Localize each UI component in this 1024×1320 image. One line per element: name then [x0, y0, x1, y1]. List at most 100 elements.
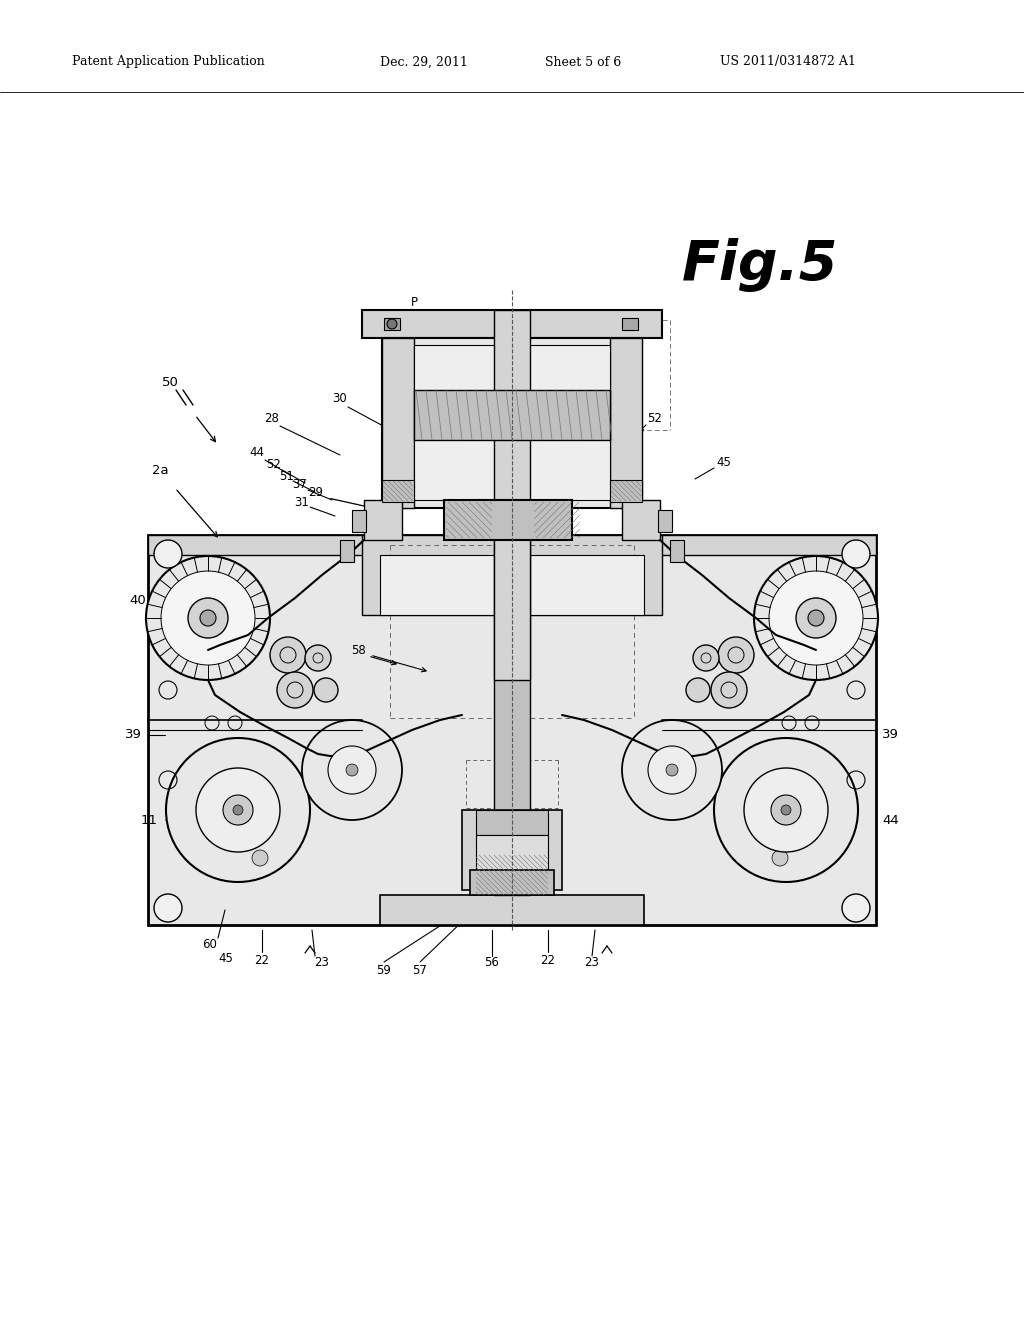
Bar — [148, 535, 876, 925]
Text: 58: 58 — [350, 644, 366, 656]
Circle shape — [146, 556, 270, 680]
Text: Fig.5: Fig.5 — [682, 238, 839, 292]
Bar — [476, 810, 548, 836]
Bar — [611, 480, 641, 502]
Circle shape — [808, 610, 824, 626]
Bar — [658, 510, 672, 532]
Bar — [382, 480, 414, 502]
Text: 11: 11 — [141, 813, 158, 826]
Bar — [382, 338, 642, 508]
Circle shape — [781, 805, 791, 814]
Circle shape — [796, 598, 836, 638]
Circle shape — [648, 746, 696, 795]
Text: 39: 39 — [125, 729, 142, 742]
Text: US 2011/0314872 A1: US 2011/0314872 A1 — [720, 55, 856, 69]
Bar — [414, 345, 610, 500]
Bar — [494, 535, 530, 895]
Text: Dec. 29, 2011: Dec. 29, 2011 — [380, 55, 468, 69]
Circle shape — [302, 719, 402, 820]
Bar — [622, 318, 638, 330]
Circle shape — [278, 672, 313, 708]
Text: 44: 44 — [882, 813, 899, 826]
Text: 60: 60 — [617, 392, 633, 404]
Text: 51: 51 — [280, 470, 295, 483]
Bar — [362, 310, 662, 338]
Bar — [340, 540, 354, 562]
Bar — [476, 836, 548, 870]
Text: 44: 44 — [250, 446, 264, 459]
Circle shape — [346, 764, 358, 776]
Text: 23: 23 — [585, 957, 599, 969]
Text: 23: 23 — [314, 957, 330, 969]
Circle shape — [196, 768, 280, 851]
Bar — [494, 310, 530, 680]
Bar — [470, 870, 554, 895]
Bar — [380, 895, 644, 925]
Circle shape — [252, 850, 268, 866]
Circle shape — [166, 738, 310, 882]
Bar — [382, 338, 414, 508]
Text: P: P — [411, 296, 418, 309]
Bar — [610, 480, 642, 502]
Circle shape — [686, 678, 710, 702]
Text: 55: 55 — [572, 393, 588, 407]
Bar — [364, 500, 402, 540]
Bar — [414, 389, 610, 440]
Bar — [380, 554, 644, 615]
Bar — [610, 338, 642, 508]
Circle shape — [270, 638, 306, 673]
Circle shape — [223, 795, 253, 825]
Text: 31: 31 — [295, 495, 309, 508]
Circle shape — [744, 768, 828, 851]
Bar — [462, 810, 562, 890]
Circle shape — [161, 572, 255, 665]
Circle shape — [714, 738, 858, 882]
Bar — [622, 500, 660, 540]
Bar — [444, 500, 572, 540]
Text: 39: 39 — [882, 729, 899, 742]
Text: 22: 22 — [255, 953, 269, 966]
Text: 37: 37 — [293, 479, 307, 491]
Circle shape — [387, 319, 397, 329]
Circle shape — [718, 638, 754, 673]
Text: 50: 50 — [162, 375, 178, 388]
Text: 45: 45 — [717, 455, 731, 469]
Bar — [446, 502, 492, 539]
Bar — [383, 480, 413, 502]
Bar — [384, 318, 400, 330]
Circle shape — [666, 764, 678, 776]
Circle shape — [154, 540, 182, 568]
Text: 56: 56 — [484, 957, 500, 969]
Bar — [148, 535, 876, 554]
Bar — [476, 855, 548, 895]
Circle shape — [154, 894, 182, 921]
Circle shape — [622, 719, 722, 820]
Text: 59: 59 — [377, 964, 391, 977]
Circle shape — [772, 850, 788, 866]
Text: 52: 52 — [266, 458, 282, 471]
Circle shape — [188, 598, 228, 638]
Text: 32: 32 — [573, 483, 589, 496]
Circle shape — [233, 805, 243, 814]
Text: 33: 33 — [449, 317, 464, 330]
Text: 52: 52 — [647, 412, 663, 425]
Circle shape — [711, 672, 746, 708]
Circle shape — [693, 645, 719, 671]
Text: 37: 37 — [631, 429, 645, 441]
Text: 29: 29 — [308, 487, 324, 499]
Circle shape — [328, 746, 376, 795]
Text: 30: 30 — [333, 392, 347, 404]
Circle shape — [769, 572, 863, 665]
Text: 28: 28 — [264, 412, 280, 425]
Text: 45: 45 — [218, 952, 233, 965]
Text: 40: 40 — [129, 594, 146, 606]
Circle shape — [200, 610, 216, 626]
Circle shape — [314, 678, 338, 702]
Bar — [670, 540, 684, 562]
Bar — [534, 502, 580, 539]
Text: 53: 53 — [467, 335, 481, 348]
Text: 60: 60 — [203, 937, 217, 950]
Text: 22: 22 — [541, 953, 555, 966]
Bar — [362, 535, 662, 615]
Circle shape — [771, 795, 801, 825]
